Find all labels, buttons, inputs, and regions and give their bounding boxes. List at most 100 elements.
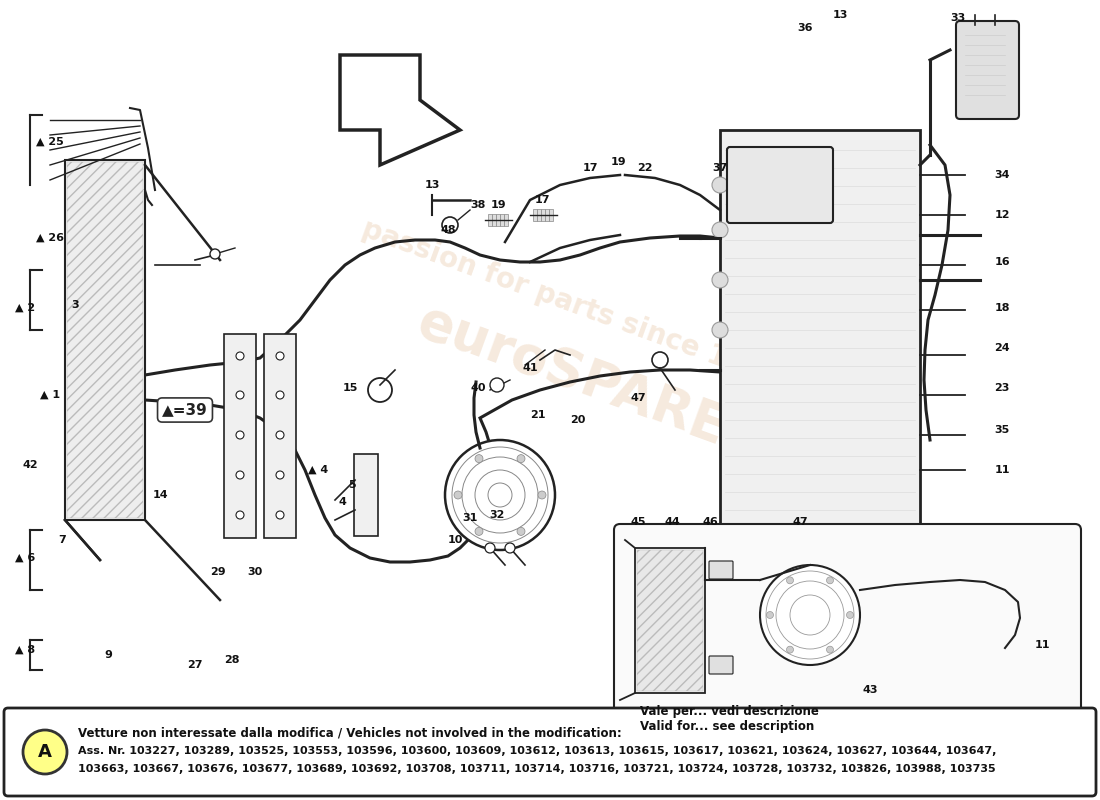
Polygon shape bbox=[340, 55, 460, 165]
Circle shape bbox=[442, 217, 458, 233]
Circle shape bbox=[826, 646, 834, 653]
Text: 3: 3 bbox=[72, 300, 79, 310]
FancyBboxPatch shape bbox=[354, 454, 378, 536]
Text: 5: 5 bbox=[349, 480, 355, 490]
FancyBboxPatch shape bbox=[956, 21, 1019, 119]
Bar bbox=[637, 550, 703, 691]
Circle shape bbox=[767, 611, 773, 618]
FancyBboxPatch shape bbox=[488, 214, 492, 226]
Circle shape bbox=[210, 249, 220, 259]
Text: ▲=39: ▲=39 bbox=[162, 402, 208, 418]
Text: 19: 19 bbox=[491, 200, 506, 210]
Circle shape bbox=[538, 491, 546, 499]
Bar bbox=[67, 162, 143, 518]
FancyBboxPatch shape bbox=[544, 209, 549, 221]
Circle shape bbox=[446, 440, 556, 550]
Text: ▲ 25: ▲ 25 bbox=[36, 137, 64, 147]
Text: 42: 42 bbox=[22, 460, 37, 470]
Circle shape bbox=[517, 454, 525, 462]
Circle shape bbox=[475, 454, 483, 462]
FancyBboxPatch shape bbox=[224, 334, 256, 538]
Text: 17: 17 bbox=[582, 163, 597, 173]
Circle shape bbox=[236, 391, 244, 399]
Text: 40: 40 bbox=[471, 383, 486, 393]
Text: 20: 20 bbox=[570, 415, 585, 425]
Text: ▲ 8: ▲ 8 bbox=[15, 645, 35, 655]
Text: 13: 13 bbox=[833, 10, 848, 20]
FancyBboxPatch shape bbox=[710, 656, 733, 674]
Circle shape bbox=[475, 527, 483, 535]
Text: 47: 47 bbox=[630, 393, 646, 403]
Text: ▲ 6: ▲ 6 bbox=[15, 553, 35, 563]
Text: 13: 13 bbox=[425, 180, 440, 190]
FancyBboxPatch shape bbox=[264, 334, 296, 538]
Text: 14: 14 bbox=[152, 490, 168, 500]
Text: ▲ 26: ▲ 26 bbox=[36, 233, 64, 243]
Circle shape bbox=[505, 543, 515, 553]
FancyBboxPatch shape bbox=[4, 708, 1096, 796]
Circle shape bbox=[236, 431, 244, 439]
Text: 29: 29 bbox=[210, 567, 225, 577]
Circle shape bbox=[712, 222, 728, 238]
Text: 22: 22 bbox=[637, 163, 652, 173]
Text: 33: 33 bbox=[950, 13, 966, 23]
Text: 32: 32 bbox=[490, 510, 505, 520]
Circle shape bbox=[712, 272, 728, 288]
FancyBboxPatch shape bbox=[504, 214, 508, 226]
Circle shape bbox=[490, 378, 504, 392]
Text: ▲ 1: ▲ 1 bbox=[40, 390, 60, 400]
Circle shape bbox=[652, 352, 668, 368]
Circle shape bbox=[847, 611, 854, 618]
Text: 19: 19 bbox=[610, 157, 626, 167]
Circle shape bbox=[276, 511, 284, 519]
Circle shape bbox=[236, 352, 244, 360]
FancyBboxPatch shape bbox=[534, 209, 537, 221]
Text: 28: 28 bbox=[224, 655, 240, 665]
FancyBboxPatch shape bbox=[614, 524, 1081, 736]
Text: 45: 45 bbox=[630, 517, 646, 527]
Circle shape bbox=[236, 511, 244, 519]
Circle shape bbox=[368, 378, 392, 402]
Circle shape bbox=[276, 471, 284, 479]
Text: ▲ 2: ▲ 2 bbox=[15, 303, 35, 313]
FancyBboxPatch shape bbox=[635, 548, 705, 693]
Circle shape bbox=[760, 565, 860, 665]
Text: 23: 23 bbox=[994, 383, 1010, 393]
FancyBboxPatch shape bbox=[541, 209, 544, 221]
FancyBboxPatch shape bbox=[500, 214, 504, 226]
Circle shape bbox=[712, 177, 728, 193]
Circle shape bbox=[786, 577, 793, 584]
FancyBboxPatch shape bbox=[549, 209, 553, 221]
Text: 37: 37 bbox=[713, 163, 728, 173]
Circle shape bbox=[23, 730, 67, 774]
FancyBboxPatch shape bbox=[492, 214, 496, 226]
Text: A: A bbox=[39, 743, 52, 761]
FancyBboxPatch shape bbox=[727, 147, 833, 223]
Text: 103663, 103667, 103676, 103677, 103689, 103692, 103708, 103711, 103714, 103716, : 103663, 103667, 103676, 103677, 103689, … bbox=[78, 764, 996, 774]
Text: passion for parts since 1975: passion for parts since 1975 bbox=[359, 215, 785, 393]
FancyBboxPatch shape bbox=[710, 561, 733, 579]
Text: 47: 47 bbox=[792, 517, 807, 527]
Text: 36: 36 bbox=[798, 23, 813, 33]
Text: 16: 16 bbox=[994, 257, 1010, 267]
Circle shape bbox=[236, 471, 244, 479]
Text: 31: 31 bbox=[462, 513, 477, 523]
Circle shape bbox=[826, 577, 834, 584]
Circle shape bbox=[454, 491, 462, 499]
FancyBboxPatch shape bbox=[537, 209, 541, 221]
Circle shape bbox=[712, 322, 728, 338]
Text: 34: 34 bbox=[994, 170, 1010, 180]
Circle shape bbox=[786, 646, 793, 653]
Text: 46: 46 bbox=[702, 517, 718, 527]
Text: 38: 38 bbox=[471, 200, 486, 210]
FancyBboxPatch shape bbox=[496, 214, 500, 226]
Text: euroSPARE: euroSPARE bbox=[410, 296, 734, 456]
Text: 9: 9 bbox=[104, 650, 112, 660]
Circle shape bbox=[276, 391, 284, 399]
Text: Vetture non interessate dalla modifica / Vehicles not involved in the modificati: Vetture non interessate dalla modifica /… bbox=[78, 726, 622, 739]
Text: 15: 15 bbox=[342, 383, 358, 393]
Text: 41: 41 bbox=[522, 363, 538, 373]
Text: 11: 11 bbox=[1034, 640, 1049, 650]
Text: 21: 21 bbox=[530, 410, 546, 420]
Text: 17: 17 bbox=[535, 195, 550, 205]
